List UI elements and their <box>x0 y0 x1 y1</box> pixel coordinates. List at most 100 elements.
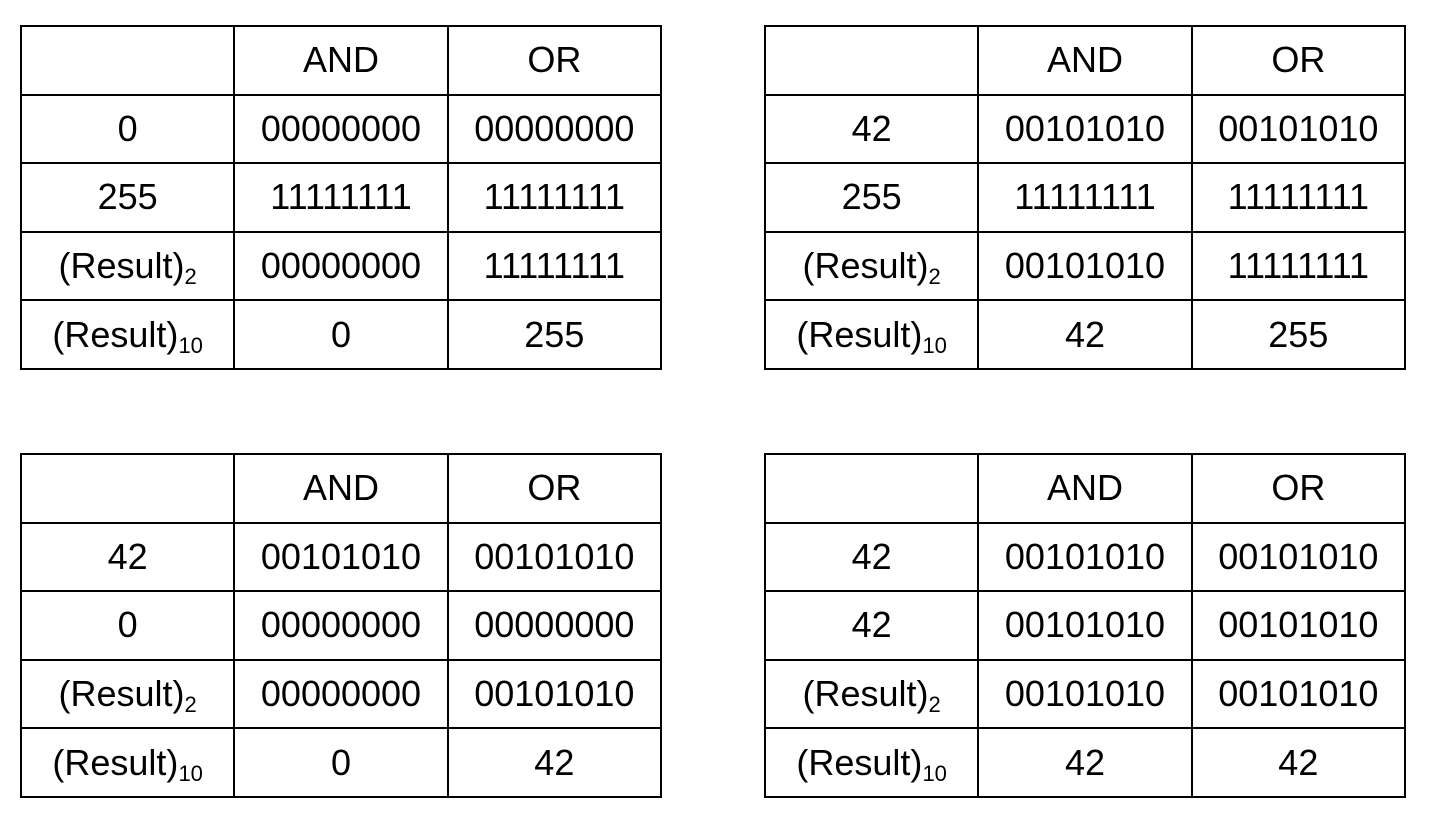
header-or: OR <box>1190 453 1407 524</box>
header-corner-cell <box>19 453 236 524</box>
or-value: 00000000 <box>446 590 663 661</box>
table-row: 0 00000000 00000000 <box>19 93 663 165</box>
and-result-binary: 00101010 <box>977 230 1193 302</box>
or-value: 00101010 <box>1190 521 1407 593</box>
result-binary-row: (Result)2 00000000 00101010 <box>19 658 663 730</box>
and-value: 00101010 <box>233 521 449 593</box>
result-decimal-row: (Result)10 42 255 <box>763 299 1407 370</box>
operand-label: 0 <box>19 93 236 165</box>
header-and: AND <box>233 25 449 96</box>
result-decimal-row: (Result)10 42 42 <box>763 727 1407 798</box>
table-row: 255 11111111 11111111 <box>763 162 1407 233</box>
bitwise-table-1: AND OR 0 00000000 00000000 255 11111111 … <box>19 25 663 370</box>
or-value: 11111111 <box>446 162 663 233</box>
and-result-decimal: 0 <box>233 299 449 370</box>
operand-label: 255 <box>19 162 236 233</box>
header-or: OR <box>446 25 663 96</box>
header-or: OR <box>446 453 663 524</box>
table-header-row: AND OR <box>763 25 1407 96</box>
operand-label: 255 <box>763 162 980 233</box>
or-value: 00101010 <box>1190 93 1407 165</box>
result-decimal-label: (Result)10 <box>763 727 980 798</box>
table-header-row: AND OR <box>19 453 663 524</box>
and-result-binary: 00000000 <box>233 230 449 302</box>
header-and: AND <box>977 453 1193 524</box>
table-row: 42 00101010 00101010 <box>763 93 1407 165</box>
result-label-text: (Result) <box>802 245 929 287</box>
result-label-text: (Result) <box>58 245 185 287</box>
table-row: 255 11111111 11111111 <box>19 162 663 233</box>
and-result-decimal: 0 <box>233 727 449 798</box>
base-subscript: 10 <box>922 760 947 786</box>
and-value: 00101010 <box>977 521 1193 593</box>
header-or: OR <box>1190 25 1407 96</box>
result-label-text: (Result) <box>796 741 923 783</box>
base-subscript: 2 <box>928 692 941 718</box>
or-value: 00101010 <box>446 521 663 593</box>
and-value: 00000000 <box>233 93 449 165</box>
result-decimal-label: (Result)10 <box>19 727 236 798</box>
or-result-decimal: 42 <box>1190 727 1407 798</box>
or-result-binary: 11111111 <box>1190 230 1407 302</box>
table-row: 42 00101010 00101010 <box>763 521 1407 593</box>
result-decimal-label: (Result)10 <box>763 299 980 370</box>
or-result-decimal: 42 <box>446 727 663 798</box>
operand-label: 42 <box>19 521 236 593</box>
result-binary-label: (Result)2 <box>763 658 980 730</box>
table-row: 0 00000000 00000000 <box>19 590 663 661</box>
base-subscript: 10 <box>178 332 203 358</box>
and-result-decimal: 42 <box>977 299 1193 370</box>
result-label-text: (Result) <box>52 741 179 783</box>
operand-label: 42 <box>763 521 980 593</box>
or-result-binary: 00101010 <box>1190 658 1407 730</box>
or-value: 00101010 <box>1190 590 1407 661</box>
and-value: 00000000 <box>233 590 449 661</box>
result-binary-row: (Result)2 00101010 11111111 <box>763 230 1407 302</box>
result-label-text: (Result) <box>58 673 185 715</box>
header-and: AND <box>233 453 449 524</box>
bitwise-table-2: AND OR 42 00101010 00101010 255 11111111… <box>763 25 1407 370</box>
table-row: 42 00101010 00101010 <box>763 590 1407 661</box>
bitwise-table-4: AND OR 42 00101010 00101010 42 00101010 … <box>763 453 1407 798</box>
and-value: 00101010 <box>977 93 1193 165</box>
base-subscript: 2 <box>184 264 197 290</box>
or-result-decimal: 255 <box>1190 299 1407 370</box>
and-value: 11111111 <box>233 162 449 233</box>
result-decimal-row: (Result)10 0 255 <box>19 299 663 370</box>
table-row: 42 00101010 00101010 <box>19 521 663 593</box>
or-result-binary: 00101010 <box>446 658 663 730</box>
result-decimal-row: (Result)10 0 42 <box>19 727 663 798</box>
base-subscript: 2 <box>928 264 941 290</box>
and-value: 00101010 <box>977 590 1193 661</box>
header-corner-cell <box>763 453 980 524</box>
base-subscript: 10 <box>922 332 947 358</box>
and-result-binary: 00000000 <box>233 658 449 730</box>
operand-label: 42 <box>763 93 980 165</box>
header-corner-cell <box>19 25 236 96</box>
base-subscript: 10 <box>178 760 203 786</box>
header-corner-cell <box>763 25 980 96</box>
table-header-row: AND OR <box>19 25 663 96</box>
result-binary-label: (Result)2 <box>19 230 236 302</box>
header-and: AND <box>977 25 1193 96</box>
result-label-text: (Result) <box>796 313 923 355</box>
and-result-binary: 00101010 <box>977 658 1193 730</box>
table-header-row: AND OR <box>763 453 1407 524</box>
result-label-text: (Result) <box>802 673 929 715</box>
or-result-binary: 11111111 <box>446 230 663 302</box>
operand-label: 42 <box>763 590 980 661</box>
result-decimal-label: (Result)10 <box>19 299 236 370</box>
result-binary-row: (Result)2 00101010 00101010 <box>763 658 1407 730</box>
and-value: 11111111 <box>977 162 1193 233</box>
result-binary-label: (Result)2 <box>763 230 980 302</box>
bitwise-table-3: AND OR 42 00101010 00101010 0 00000000 0… <box>19 453 663 798</box>
result-binary-label: (Result)2 <box>19 658 236 730</box>
result-binary-row: (Result)2 00000000 11111111 <box>19 230 663 302</box>
or-value: 00000000 <box>446 93 663 165</box>
or-result-decimal: 255 <box>446 299 663 370</box>
operand-label: 0 <box>19 590 236 661</box>
and-result-decimal: 42 <box>977 727 1193 798</box>
base-subscript: 2 <box>184 692 197 718</box>
or-value: 11111111 <box>1190 162 1407 233</box>
result-label-text: (Result) <box>52 313 179 355</box>
